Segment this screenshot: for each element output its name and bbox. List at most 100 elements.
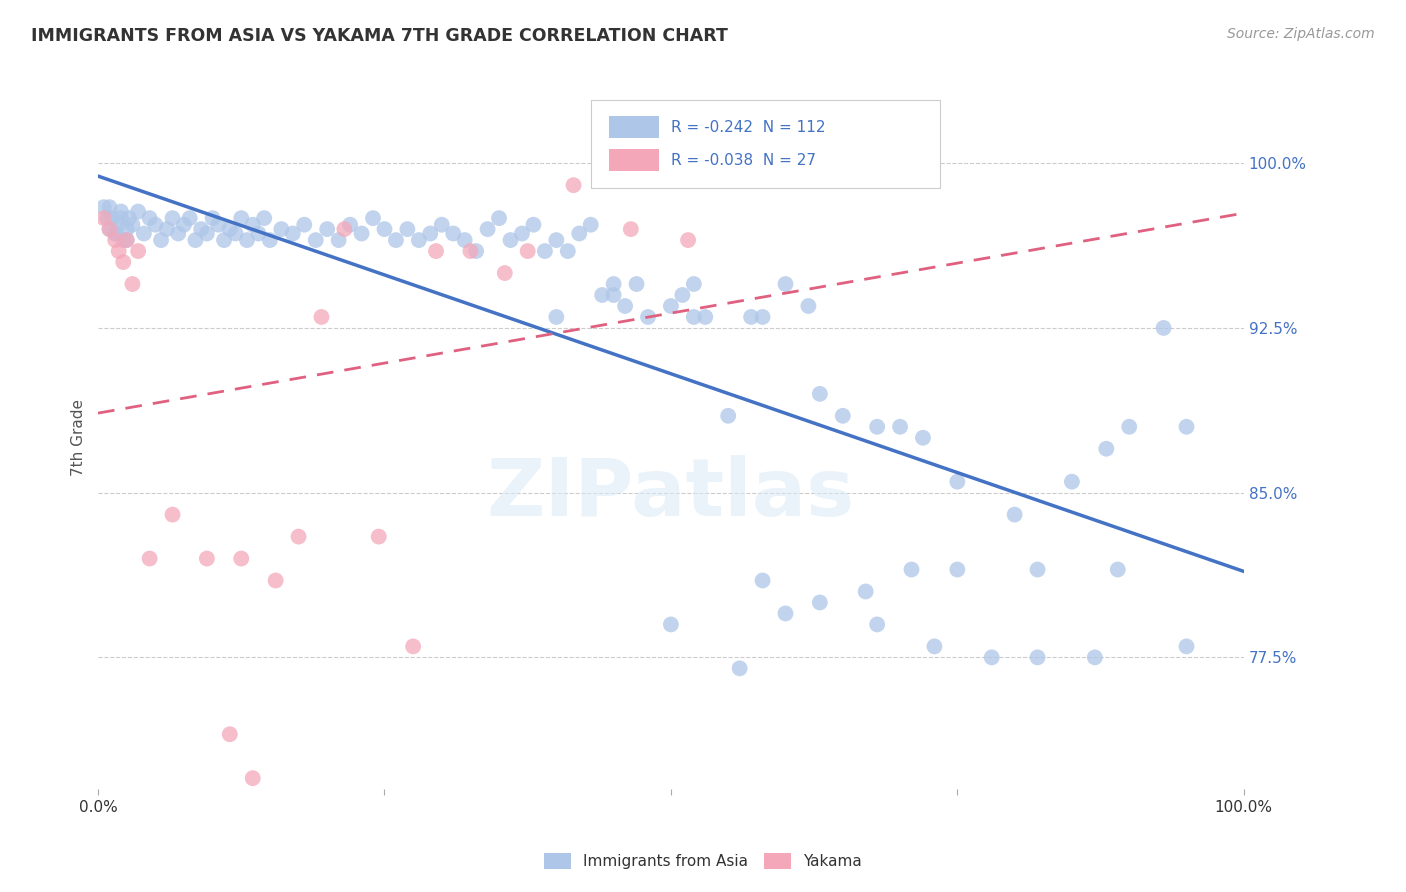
Point: [460, 244, 482, 258]
Text: Source: ZipAtlas.com: Source: ZipAtlas.com: [1227, 27, 1375, 41]
Point: [808, 595, 831, 609]
Point: [212, 233, 235, 247]
Point: [162, 211, 184, 226]
Point: [1004, 508, 1026, 522]
Point: [225, 227, 247, 241]
Point: [1107, 562, 1129, 576]
Point: [184, 233, 207, 247]
Point: [201, 211, 224, 226]
Point: [143, 218, 166, 232]
Point: [946, 475, 969, 489]
Point: [110, 204, 132, 219]
Y-axis label: 7th Grade: 7th Grade: [72, 400, 86, 476]
Point: [728, 661, 751, 675]
Point: [889, 419, 911, 434]
Point: [419, 227, 441, 241]
Point: [911, 431, 934, 445]
Point: [264, 574, 287, 588]
Point: [1118, 419, 1140, 434]
Point: [546, 233, 568, 247]
Point: [1026, 562, 1049, 576]
Point: [425, 244, 447, 258]
Point: [924, 640, 946, 654]
Point: [671, 288, 693, 302]
Point: [107, 244, 129, 258]
Legend: Immigrants from Asia, Yakama: Immigrants from Asia, Yakama: [537, 847, 869, 875]
Point: [339, 218, 361, 232]
Point: [516, 244, 538, 258]
Point: [602, 288, 624, 302]
Point: [132, 227, 155, 241]
Point: [104, 227, 127, 241]
Point: [121, 277, 143, 291]
Point: [93, 200, 115, 214]
Point: [695, 310, 717, 324]
Point: [866, 419, 889, 434]
Point: [562, 178, 585, 193]
Point: [270, 222, 292, 236]
Point: [259, 233, 281, 247]
FancyBboxPatch shape: [609, 149, 659, 171]
Point: [385, 233, 408, 247]
Point: [465, 244, 488, 258]
Point: [626, 277, 648, 291]
Point: [127, 244, 149, 258]
Text: IMMIGRANTS FROM ASIA VS YAKAMA 7TH GRADE CORRELATION CHART: IMMIGRANTS FROM ASIA VS YAKAMA 7TH GRADE…: [31, 27, 728, 45]
Point: [751, 310, 773, 324]
Point: [682, 277, 704, 291]
Point: [138, 211, 160, 226]
FancyBboxPatch shape: [609, 116, 659, 138]
Point: [831, 409, 853, 423]
Point: [242, 771, 264, 785]
Point: [614, 299, 637, 313]
Point: [477, 222, 499, 236]
Point: [150, 233, 173, 247]
Point: [441, 227, 464, 241]
Point: [900, 562, 922, 576]
Point: [361, 211, 384, 226]
Point: [316, 222, 339, 236]
Point: [115, 222, 138, 236]
Point: [534, 244, 557, 258]
Point: [866, 617, 889, 632]
Point: [247, 227, 270, 241]
Point: [1060, 475, 1083, 489]
Point: [305, 233, 328, 247]
Point: [112, 255, 135, 269]
Point: [430, 218, 453, 232]
Point: [602, 277, 624, 291]
Point: [118, 211, 141, 226]
Point: [190, 222, 212, 236]
Point: [1175, 640, 1198, 654]
Point: [808, 387, 831, 401]
Point: [156, 222, 179, 236]
Point: [207, 218, 229, 232]
Point: [231, 211, 253, 226]
Point: [98, 222, 121, 236]
Point: [579, 218, 602, 232]
Point: [659, 299, 682, 313]
Point: [195, 551, 218, 566]
Point: [1026, 650, 1049, 665]
Point: [775, 607, 797, 621]
Point: [367, 530, 389, 544]
Point: [402, 640, 425, 654]
Point: [253, 211, 276, 226]
Point: [162, 508, 184, 522]
Point: [115, 233, 138, 247]
Point: [287, 530, 309, 544]
Point: [522, 218, 544, 232]
Point: [104, 227, 127, 241]
Point: [557, 244, 579, 258]
Point: [93, 211, 115, 226]
Point: [101, 211, 124, 226]
Point: [242, 218, 264, 232]
Point: [328, 233, 350, 247]
Point: [179, 211, 201, 226]
FancyBboxPatch shape: [591, 101, 941, 188]
Point: [121, 218, 143, 232]
Point: [620, 222, 643, 236]
Point: [104, 233, 127, 247]
Point: [127, 204, 149, 219]
Point: [453, 233, 475, 247]
